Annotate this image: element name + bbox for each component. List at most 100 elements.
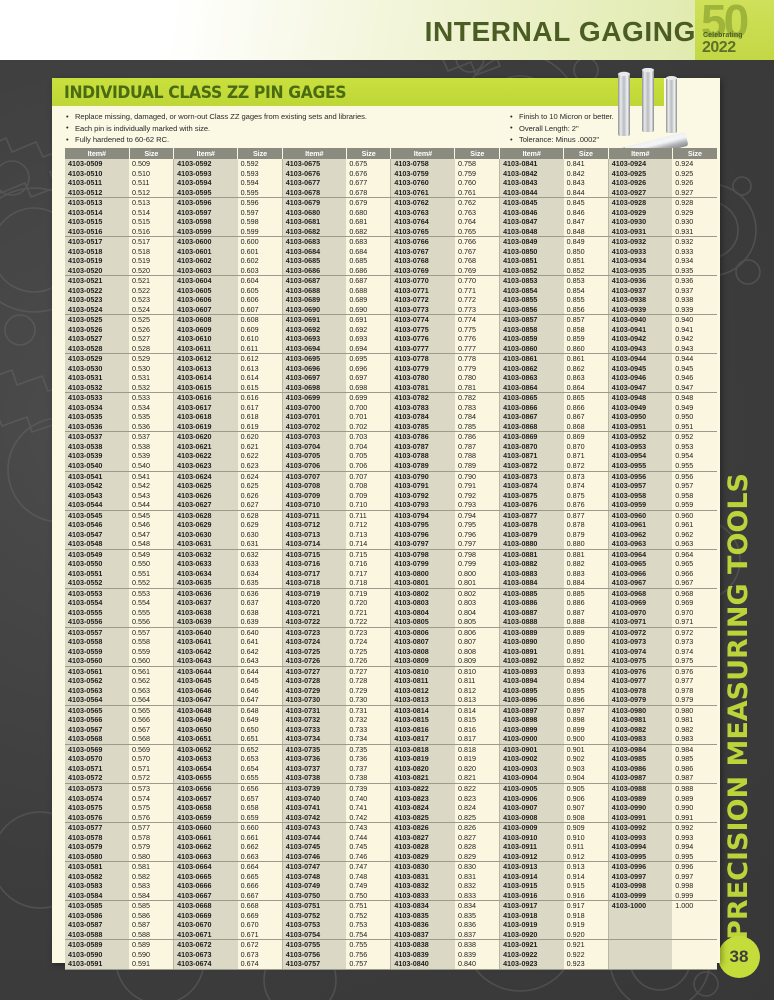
cell-item-number: 4103-0702 xyxy=(281,421,347,433)
cell-size: 0.558 xyxy=(129,637,174,647)
cell-size: 0.823 xyxy=(454,793,500,804)
cell-item-number: 4103-0666 xyxy=(173,881,238,891)
cell-item-number: 4103-0684 xyxy=(281,246,347,257)
cell-size: 0.741 xyxy=(346,803,391,813)
cell-size: 0.790 xyxy=(454,471,500,482)
cell-item-number: 4103-0720 xyxy=(281,598,347,608)
cell-item-number: 4103-0932 xyxy=(607,236,673,247)
cell-item-number: 4103-0697 xyxy=(281,373,347,383)
cell-size: 0.932 xyxy=(672,236,717,247)
cell-size: 0.551 xyxy=(129,568,174,579)
cell-item-number: 4103-0650 xyxy=(173,724,238,735)
cell-size: 0.524 xyxy=(129,304,174,316)
cell-size: 0.792 xyxy=(454,490,500,501)
cell-size: 0.915 xyxy=(563,881,609,891)
cell-item-number: 4103-0894 xyxy=(499,676,564,686)
cell-item-number: 4103-0757 xyxy=(281,959,347,970)
cell-size: 0.956 xyxy=(672,471,717,482)
cell-item-number: 4103-0599 xyxy=(173,226,238,238)
cell-item-number: 4103-0637 xyxy=(173,598,238,608)
cell-item-number: 4103-0967 xyxy=(607,578,673,589)
cell-item-number: 4103-0845 xyxy=(499,197,564,208)
cell-size: 0.531 xyxy=(129,373,174,383)
cell-size: 0.968 xyxy=(672,588,717,599)
cell-item-number: 4103-0832 xyxy=(390,881,455,891)
cell-item-number: 4103-0853 xyxy=(499,275,564,286)
cell-item-number: 4103-0761 xyxy=(390,187,455,199)
table-row: 4103-0521 0.521 4103-0604 0.604 4103-0687 0.6… xyxy=(65,275,717,286)
cell-item-number: 4103-0786 xyxy=(390,431,455,442)
cell-empty xyxy=(607,949,673,960)
cell-size: 0.846 xyxy=(563,207,609,218)
table-row: 4103-0591 0.591 4103-0674 0.674 4103-0757 0.7… xyxy=(65,959,717,970)
cell-item-number: 4103-0956 xyxy=(607,471,673,482)
cell-size: 0.623 xyxy=(237,460,283,472)
table-row: 4103-0566 0.566 4103-0649 0.649 4103-0732 0.7… xyxy=(65,715,717,725)
cell-size: 0.765 xyxy=(454,226,500,238)
cell-item-number: 4103-0636 xyxy=(173,588,238,599)
cell-size: 0.712 xyxy=(346,520,391,530)
cell-size: 0.876 xyxy=(563,500,609,511)
cell-item-number: 4103-0958 xyxy=(607,490,673,501)
cell-item-number: 4103-0908 xyxy=(499,812,564,824)
cell-size: 0.510 xyxy=(129,168,174,179)
cell-item-number: 4103-0868 xyxy=(499,421,564,433)
cell-size: 0.598 xyxy=(237,217,283,227)
content-panel: INDIVIDUAL CLASS ZZ PIN GAGES xyxy=(52,68,720,970)
cell-size: 0.702 xyxy=(346,421,391,433)
cell-item-number: 4103-0952 xyxy=(607,431,673,442)
cell-size: 0.933 xyxy=(672,246,717,257)
cell-item-number: 4103-0762 xyxy=(390,197,455,208)
cell-item-number: 4103-0655 xyxy=(173,773,238,785)
cell-item-number: 4103-0910 xyxy=(499,832,564,843)
cell-size: 0.673 xyxy=(237,949,283,960)
cell-size: 0.729 xyxy=(346,685,391,696)
cell-item-number: 4103-0700 xyxy=(281,402,347,413)
cell-item-number: 4103-0767 xyxy=(390,246,455,257)
cell-item-number: 4103-0632 xyxy=(173,549,238,560)
cell-item-number: 4103-0765 xyxy=(390,226,455,238)
cell-item-number: 4103-0549 xyxy=(65,549,130,560)
cell-size: 0.851 xyxy=(563,256,609,266)
cell-size: 0.900 xyxy=(563,734,609,745)
cell-item-number: 4103-0736 xyxy=(281,754,347,764)
cell-size: 0.522 xyxy=(129,285,174,296)
cell-size: 0.708 xyxy=(346,481,391,491)
cell-size: 0.798 xyxy=(454,549,500,560)
cell-item-number: 4103-0719 xyxy=(281,588,347,599)
cell-size: 0.807 xyxy=(454,637,500,647)
cell-item-number: 4103-0922 xyxy=(499,949,564,960)
cell-item-number: 4103-0519 xyxy=(65,256,130,266)
cell-size: 0.770 xyxy=(454,275,500,286)
table-row: 4103-0567 0.567 4103-0650 0.650 4103-0733 0.7… xyxy=(65,724,717,735)
cell-item-number: 4103-0524 xyxy=(65,304,130,316)
cell-item-number: 4103-0781 xyxy=(390,382,455,394)
cell-size: 0.624 xyxy=(237,471,283,482)
cell-item-number: 4103-0783 xyxy=(390,402,455,413)
cell-item-number: 4103-0822 xyxy=(390,783,455,794)
cell-size: 0.578 xyxy=(129,832,174,843)
cell-size: 0.749 xyxy=(346,881,391,891)
cell-size: 0.543 xyxy=(129,490,174,501)
cell-item-number: 4103-0878 xyxy=(499,520,564,530)
cell-item-number: 4103-0513 xyxy=(65,197,130,208)
cell-size: 0.728 xyxy=(346,676,391,686)
cell-size: 0.695 xyxy=(346,353,391,364)
cell-item-number: 4103-0654 xyxy=(173,763,238,774)
cell-size: 0.787 xyxy=(454,441,500,452)
cell-size: 0.908 xyxy=(563,812,609,824)
cell-size: 0.773 xyxy=(454,304,500,316)
cell-item-number: 4103-0882 xyxy=(499,559,564,569)
cell-item-number: 4103-0837 xyxy=(390,929,455,941)
cell-size: 0.840 xyxy=(454,959,500,970)
cell-size: 0.937 xyxy=(672,285,717,296)
table-row: 4103-0554 0.554 4103-0637 0.637 4103-0720 0.7… xyxy=(65,598,717,608)
cell-size: 0.985 xyxy=(672,754,717,764)
cell-item-number: 4103-0517 xyxy=(65,236,130,247)
cell-size: 0.691 xyxy=(346,314,391,325)
cell-size: 0.588 xyxy=(129,929,174,941)
cell-item-number: 4103-0628 xyxy=(173,510,238,521)
cell-size: 0.804 xyxy=(454,607,500,618)
cell-item-number: 4103-0891 xyxy=(499,646,564,657)
cell-item-number: 4103-0606 xyxy=(173,295,238,305)
